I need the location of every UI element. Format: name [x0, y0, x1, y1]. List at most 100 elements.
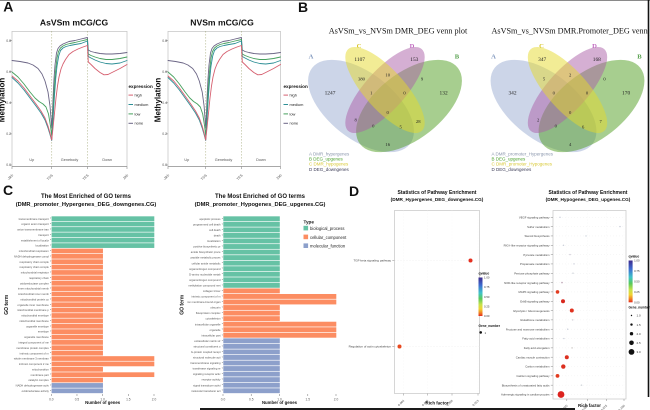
svg-text:7: 7	[600, 119, 603, 124]
svg-text:*: *	[50, 330, 52, 334]
svg-text:NVSm mCG/CG: NVSm mCG/CG	[190, 18, 254, 28]
svg-text:*: *	[50, 244, 52, 248]
svg-text:*: *	[50, 281, 52, 285]
svg-text:collagen trimer: collagen trimer	[203, 289, 221, 293]
svg-text:Fatty acid elongation: Fatty acid elongation	[524, 346, 550, 350]
svg-text:death: death	[214, 234, 221, 238]
svg-text:Pyruvate metabolism: Pyruvate metabolism	[523, 253, 550, 257]
svg-text:16: 16	[385, 142, 390, 147]
svg-text:0.50: 0.50	[634, 279, 640, 283]
svg-text:*: *	[222, 250, 224, 254]
svg-text:medium: medium	[290, 102, 304, 107]
svg-text:0: 0	[603, 77, 606, 82]
svg-text:0.00: 0.00	[634, 300, 640, 304]
svg-text:ion membrane-bound organ: ion membrane-bound organ	[187, 300, 221, 304]
svg-text:*: *	[222, 355, 224, 359]
svg-text:9: 9	[421, 77, 424, 82]
svg-text:*: *	[222, 239, 224, 243]
svg-text:high: high	[290, 93, 297, 98]
svg-text:2.5: 2.5	[637, 341, 642, 345]
svg-text:2: 2	[569, 73, 572, 78]
svg-text:*: *	[222, 272, 224, 276]
svg-text:anion transmembrane tran: anion transmembrane tran	[17, 228, 49, 232]
svg-text:positive biosynthetic pr: positive biosynthetic pr	[193, 245, 220, 249]
svg-text:respiratory chain comple: respiratory chain comple	[20, 265, 50, 269]
svg-text:intracellular organelle: intracellular organelle	[195, 322, 221, 326]
svg-text:8: 8	[355, 118, 358, 123]
svg-text:NADH dehydrogenase activ: NADH dehydrogenase activ	[16, 384, 50, 388]
svg-text:transmembrane signaling: transmembrane signaling	[190, 361, 221, 365]
svg-text:2: 2	[537, 118, 540, 123]
svg-text:0.2: 0.2	[162, 132, 167, 136]
svg-text:mitochondrial envelope: mitochondrial envelope	[21, 314, 49, 318]
svg-text:Down: Down	[256, 158, 266, 162]
svg-text:*: *	[50, 314, 52, 318]
svg-text:C DMR_promoter_Hypogenes: C DMR_promoter_Hypogenes	[492, 162, 553, 167]
svg-text:*: *	[222, 306, 224, 310]
svg-text:biological_process: biological_process	[310, 226, 344, 231]
svg-text:extracellular matrix str: extracellular matrix str	[194, 339, 220, 343]
svg-text:cellular amide metabolic: cellular amide metabolic	[192, 261, 221, 265]
svg-text:1.00: 1.00	[634, 259, 640, 263]
svg-text:342: 342	[508, 90, 516, 96]
svg-text:Statistics of Pathway Enrichme: Statistics of Pathway Enrichment	[398, 190, 477, 196]
svg-text:organonitrogen compound: organonitrogen compound	[189, 267, 221, 271]
svg-text:A: A	[3, 0, 13, 15]
svg-text:qvalue: qvalue	[629, 255, 640, 259]
svg-text:1.00: 1.00	[484, 276, 490, 280]
svg-text:*: *	[222, 278, 224, 282]
svg-text:B: B	[298, 0, 308, 15]
svg-text:integral component of me: integral component of me	[18, 341, 49, 345]
svg-text:GO term: GO term	[180, 294, 186, 315]
svg-text:organic anion transport: organic anion transport	[21, 222, 49, 226]
svg-text:Statistics of Pathway Enrichme: Statistics of Pathway Enrichment	[549, 190, 628, 196]
svg-text:receptor activity: receptor activity	[202, 378, 221, 382]
svg-text:oxidoreductase activity: oxidoreductase activity	[22, 389, 50, 393]
svg-text:establishment of localiz: establishment of localiz	[21, 238, 49, 242]
svg-text:Methylation: Methylation	[0, 78, 7, 123]
svg-text:molecular transducer act: molecular transducer act	[191, 389, 221, 393]
svg-text:0.0: 0.0	[162, 163, 167, 167]
svg-text:1: 1	[485, 331, 487, 335]
svg-text:Genebody: Genebody	[61, 158, 79, 162]
svg-text:0.6: 0.6	[162, 70, 167, 74]
svg-text:amide biosynthetic proce: amide biosynthetic proce	[191, 250, 221, 254]
svg-text:*: *	[50, 378, 52, 382]
svg-text:cell death: cell death	[209, 228, 221, 232]
svg-text:Biosynthesis of unsaturated fa: Biosynthesis of unsaturated fatty acids	[502, 383, 550, 387]
svg-text:mitochondrial inner memb: mitochondrial inner memb	[18, 292, 49, 296]
svg-text:*: *	[222, 361, 224, 365]
svg-text:10: 10	[385, 73, 390, 78]
svg-text:2kb: 2kb	[276, 173, 283, 180]
svg-text:6: 6	[582, 124, 585, 129]
svg-text:organelle membrane: organelle membrane	[24, 335, 49, 339]
svg-text:Adrenergic signaling in cardio: Adrenergic signaling in cardiomyocytes	[501, 393, 550, 397]
svg-text:signal transducer activi: signal transducer activi	[193, 383, 221, 387]
svg-text:cytoskeleton: cytoskeleton	[206, 317, 221, 321]
svg-text:mitochondrion: mitochondrion	[32, 367, 49, 371]
svg-text:*: *	[50, 217, 52, 221]
svg-text:intracellular part: intracellular part	[201, 333, 220, 337]
svg-text:*: *	[50, 287, 52, 291]
svg-text:0: 0	[586, 90, 589, 95]
svg-text:*: *	[222, 222, 224, 226]
svg-text:RIG-I-like receptor signaling: RIG-I-like receptor signaling pathway	[504, 243, 550, 247]
svg-text:Methylation: Methylation	[154, 78, 163, 123]
svg-text:0.006: 0.006	[421, 399, 429, 407]
svg-text:membrane protein complex: membrane protein complex	[16, 346, 49, 350]
svg-text:*: *	[222, 228, 224, 232]
svg-text:(DMR_Hypergenes_DEG_downgenes.: (DMR_Hypergenes_DEG_downgenes.CG)	[391, 197, 484, 202]
svg-text:0: 0	[555, 124, 558, 129]
svg-text:Sulfur metabolism: Sulfur metabolism	[527, 225, 550, 229]
svg-text:AsVSm_vs_NVSm DMR_DEG venn plo: AsVSm_vs_NVSm DMR_DEG venn plot	[329, 27, 468, 36]
svg-text:programmed cell death: programmed cell death	[193, 222, 221, 226]
svg-text:0.4: 0.4	[162, 101, 167, 105]
svg-text:0.00: 0.00	[484, 314, 490, 318]
svg-text:Type: Type	[304, 220, 315, 225]
svg-text:Glutathione metabolism: Glutathione metabolism	[520, 318, 550, 322]
svg-text:D DEG_downgenes: D DEG_downgenes	[309, 167, 350, 172]
svg-text:intrinsic component of m: intrinsic component of m	[20, 351, 50, 355]
svg-text:TES: TES	[236, 173, 244, 181]
svg-text:0: 0	[553, 90, 556, 95]
svg-text:2kb: 2kb	[122, 173, 129, 180]
